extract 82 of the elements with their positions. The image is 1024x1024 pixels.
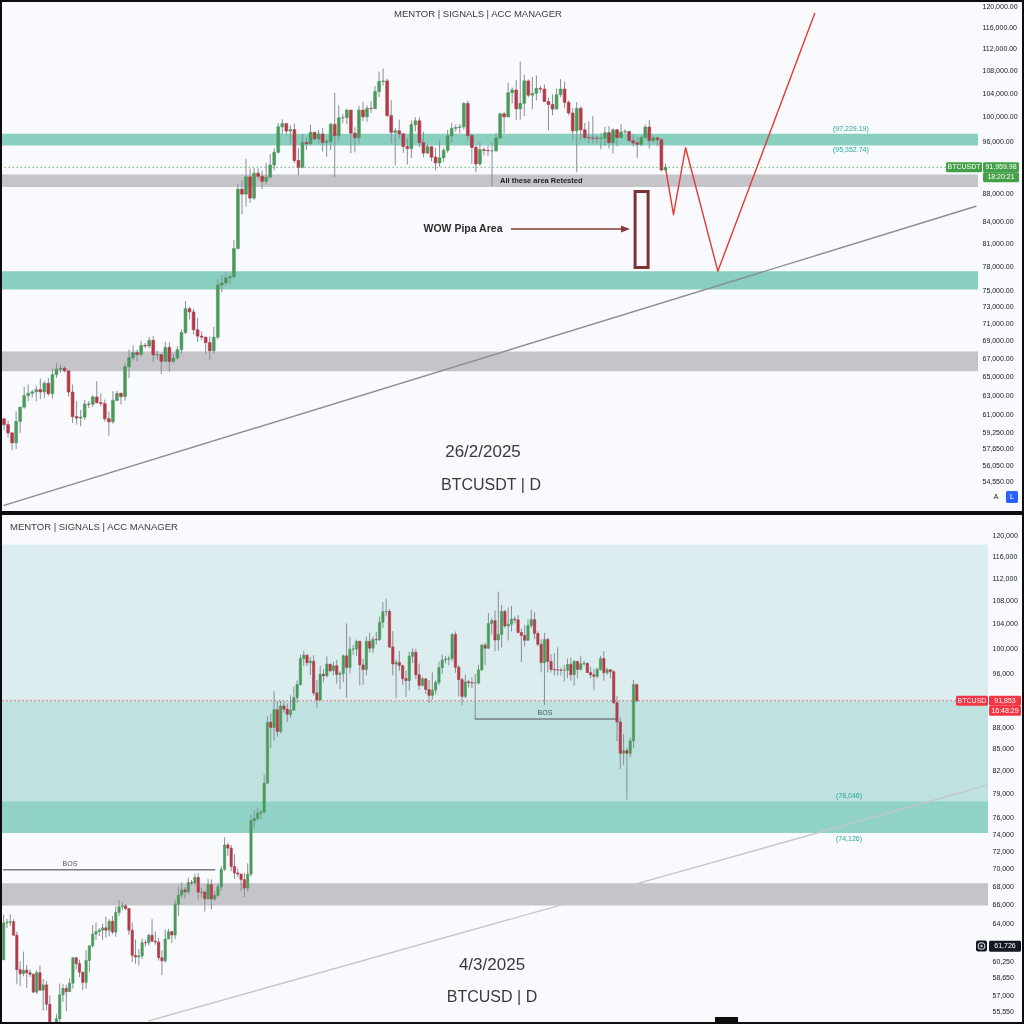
text: BTCUSD | D: [446, 988, 538, 1005]
candlestick: [183, 886, 187, 900]
candlestick: [374, 631, 378, 645]
candlestick: [337, 104, 341, 143]
candlestick: [50, 368, 55, 399]
candlestick: [285, 702, 289, 723]
candlestick: [486, 144, 490, 157]
candlestick: [591, 115, 595, 145]
candlestick: [483, 642, 487, 666]
candlestick: [95, 380, 99, 405]
candlestick: [575, 101, 579, 173]
candlestick: [587, 121, 591, 144]
candlestick: [119, 392, 123, 405]
candlestick: [369, 100, 373, 114]
candlestick: [603, 126, 607, 147]
candlestick: [623, 128, 627, 135]
candlestick: [335, 659, 339, 685]
candlestick: [82, 399, 87, 421]
candlestick: [619, 123, 623, 140]
candlestick: [240, 180, 244, 215]
text: 4/3/2025: [458, 955, 526, 974]
candlestick: [615, 128, 619, 147]
candlestick: [506, 606, 510, 641]
candlestick: [582, 660, 586, 667]
candlestick: [242, 872, 246, 898]
candlestick: [135, 349, 139, 362]
candlestick: [269, 713, 273, 749]
candlestick: [349, 109, 353, 154]
candlestick: [482, 147, 486, 156]
candlestick: [430, 671, 434, 701]
candlestick: [64, 984, 68, 1012]
candlestick: [543, 632, 546, 706]
annotation: MENTOR | SIGNALS | ACC MANAGER: [10, 521, 179, 532]
candlestick: [569, 657, 573, 682]
candlestick: [260, 170, 264, 190]
candlestick: [490, 141, 494, 187]
candlestick: [566, 657, 569, 679]
candlestick: [203, 890, 207, 913]
candlestick: [437, 139, 442, 168]
candlestick: [579, 105, 583, 141]
candlestick: [552, 652, 556, 676]
candlestick: [84, 949, 88, 990]
candlestick: [58, 983, 62, 1022]
candlestick: [556, 646, 560, 677]
candlestick: [599, 132, 603, 150]
annotation: WOW Pipa Area: [423, 222, 503, 234]
candlestick: [361, 101, 365, 122]
candlestick: [264, 162, 268, 186]
candlestick: [333, 92, 337, 178]
candlestick: [546, 636, 550, 673]
candlestick: [365, 104, 369, 123]
candlestick: [345, 622, 349, 699]
candlestick: [289, 694, 292, 719]
candlestick: [41, 978, 45, 1012]
candlestick: [463, 673, 467, 699]
candlestick: [394, 659, 398, 699]
candlestick: [607, 125, 611, 149]
candlestick: [151, 335, 155, 363]
candlestick: [635, 136, 639, 159]
candlestick: [622, 733, 626, 766]
candlestick: [502, 111, 506, 134]
candlestick: [14, 410, 18, 450]
candlestick: [209, 878, 213, 910]
candlestick: [206, 878, 210, 901]
candlestick: [25, 964, 29, 989]
line-series: [664, 12, 816, 272]
candlestick: [611, 127, 615, 155]
candlestick: [473, 673, 477, 720]
annotation: MENTOR | SIGNALS | ACC MANAGER: [394, 8, 563, 19]
candlestick: [450, 632, 454, 662]
candlestick: [530, 76, 535, 110]
candlestick: [308, 124, 313, 146]
text: BTCUSDT | D: [441, 476, 541, 493]
candlestick: [35, 969, 39, 995]
candlestick: [462, 101, 466, 130]
candlestick: [496, 591, 500, 652]
candlestick: [625, 747, 629, 801]
text: 26/2/2025: [445, 442, 521, 461]
candlestick: [514, 79, 518, 121]
candlestick: [478, 141, 482, 167]
candlestick: [518, 61, 522, 121]
candlestick: [393, 127, 397, 167]
